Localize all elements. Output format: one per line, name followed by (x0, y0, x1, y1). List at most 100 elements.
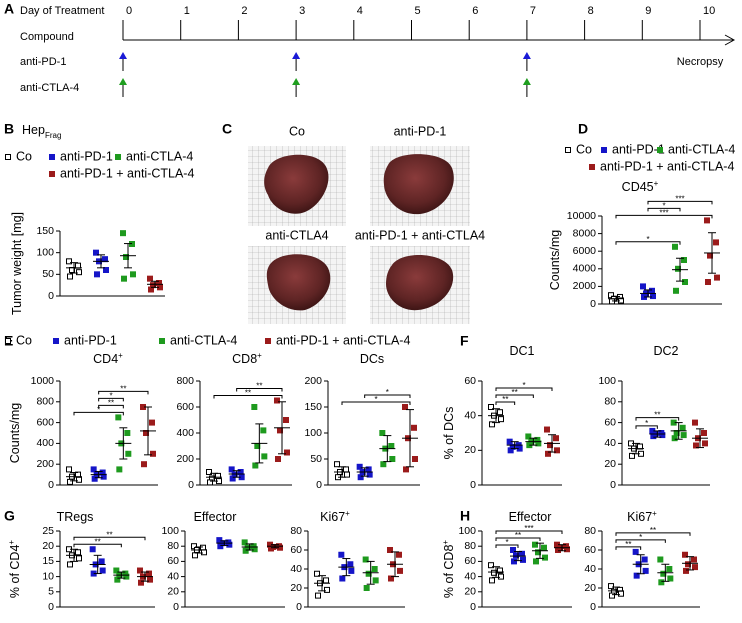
data-point (659, 432, 666, 439)
data-point (618, 590, 624, 597)
significance-label: ** (95, 537, 101, 546)
y-tick-label: 40 (290, 563, 302, 575)
y-tick-label: 80 (464, 540, 476, 552)
chart-title: Effector (509, 510, 552, 524)
error-bar (674, 422, 683, 440)
data-point (356, 463, 363, 470)
timeline-row-label: Compound (20, 31, 74, 43)
arrow-head (292, 52, 301, 59)
arrow-head (522, 52, 531, 59)
data-point (633, 572, 640, 579)
timeline-day-label: 7 (530, 5, 536, 17)
photo-label: anti-PD-1 (394, 124, 447, 138)
error-bar (510, 441, 519, 450)
data-point (680, 432, 687, 439)
y-tick-label: 80 (604, 396, 616, 408)
data-point (94, 271, 100, 278)
data-point (123, 573, 130, 580)
data-point (682, 279, 688, 285)
significance-bracket (615, 241, 681, 245)
y-axis-label-part: % of CD8 (442, 545, 456, 599)
chart-title: CD45+ (622, 179, 659, 195)
timeline-day-label: 2 (241, 5, 247, 17)
legend-label: Co (16, 149, 32, 163)
y-axis-label: % of CD8+ (441, 540, 457, 599)
data-point (274, 397, 280, 404)
data-point (141, 461, 147, 468)
significance-bracket (98, 390, 149, 395)
y-axis-label-part: % of DCs (442, 407, 456, 460)
error-bar (70, 548, 78, 562)
y-tick-label: 800 (176, 375, 194, 387)
data-point (67, 273, 73, 280)
photo-label: anti-CTLA4 (265, 228, 328, 242)
error-bar (255, 423, 264, 464)
marker (159, 338, 165, 344)
data-point (667, 575, 674, 582)
y-tick-label: 0 (590, 601, 596, 613)
chart-title-part: DC2 (653, 344, 678, 358)
data-point (564, 546, 570, 553)
y-tick-label: 0 (48, 290, 54, 302)
data-point (533, 558, 539, 565)
significance-bracket (213, 395, 283, 399)
significance-label: *** (524, 524, 533, 533)
error-bar (119, 427, 128, 460)
error-bar (391, 551, 399, 578)
error-bar (612, 586, 620, 596)
y-tick-label: 40 (604, 437, 616, 449)
data-point (348, 567, 355, 574)
data-point (488, 404, 494, 410)
data-point (705, 279, 711, 285)
data-point (116, 466, 123, 473)
y-tick-label: 8000 (573, 227, 597, 239)
data-point (489, 577, 495, 584)
significance-label: * (505, 538, 508, 547)
y-tick-label: 20 (464, 586, 476, 598)
y-tick-label: 20 (584, 582, 596, 594)
significance-label: * (374, 395, 377, 404)
y-tick-label: 40 (167, 570, 179, 582)
y-axis-label-part: + (7, 540, 16, 545)
legend-label: anti-PD-1 + anti-CTLA-4 (276, 333, 410, 347)
data-point (314, 570, 320, 577)
y-tick-label: 40 (464, 570, 476, 582)
data-point (542, 554, 548, 561)
data-point (206, 469, 212, 475)
arrow-head (119, 78, 127, 85)
treatment-arrow (292, 52, 301, 71)
significance-bracket (495, 394, 534, 398)
data-point (671, 435, 678, 442)
data-point (488, 562, 494, 569)
error-bar (124, 243, 132, 269)
significance-bracket (341, 401, 411, 405)
y-tick-label: 20 (42, 540, 54, 552)
y-tick-label: 100 (304, 427, 322, 439)
data-point (673, 287, 679, 294)
y-tick-label: 400 (176, 427, 194, 439)
y-tick-label: 10000 (567, 210, 596, 222)
significance-label: ** (106, 530, 112, 539)
y-tick-label: 80 (584, 525, 596, 537)
significance-bracket (495, 401, 516, 405)
liver-image (386, 254, 454, 311)
error-bar (342, 558, 351, 577)
timeline-day-label: 9 (645, 5, 651, 17)
data-point (511, 558, 517, 565)
significance-label: * (646, 235, 649, 244)
chart-title-part: CD4 (93, 352, 118, 366)
data-point (388, 443, 395, 449)
y-tick-label: 40 (584, 563, 596, 575)
significance-label: ** (120, 385, 126, 394)
error-bar (97, 254, 105, 269)
data-point (201, 549, 207, 556)
marker (49, 154, 55, 160)
data-point (704, 217, 710, 224)
y-tick-label: 60 (464, 375, 476, 387)
significance-bracket (73, 536, 146, 541)
significance-bracket (495, 530, 563, 534)
photo-label: anti-PD-1 + anti-CTLA4 (355, 228, 485, 242)
significance-label: * (662, 202, 665, 211)
data-point (98, 558, 105, 565)
data-point (541, 544, 547, 551)
